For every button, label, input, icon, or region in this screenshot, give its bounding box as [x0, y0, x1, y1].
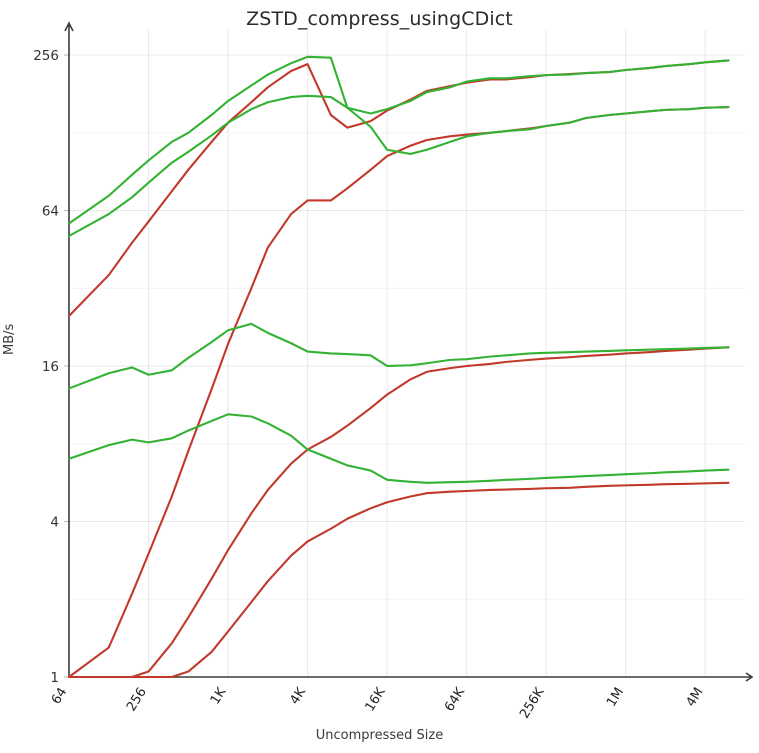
x-tick-label: 64: [49, 685, 70, 707]
series-line-green-level-4: [67, 413, 730, 484]
x-tick-label: 64K: [442, 685, 468, 715]
series-line-red-level-3: [67, 346, 730, 679]
axis-lines: [64, 21, 754, 682]
x-tick-label: 256K: [517, 685, 548, 722]
series-line-red-level-1: [67, 59, 730, 318]
x-tick-label: 16K: [362, 685, 388, 715]
x-tick-label: 4M: [684, 685, 707, 709]
y-tick-label: 4: [50, 515, 59, 531]
x-axis-ticks: 64 256 1K 4K 16K 64K 256K 1M 4M: [49, 685, 707, 722]
minor-gridlines: [69, 132, 745, 600]
y-axis-line: [64, 21, 74, 677]
y-axis-ticks: 1 4 16 64 256: [33, 48, 69, 686]
x-tick-label: 256: [124, 685, 150, 714]
y-tick-label: 64: [42, 204, 59, 220]
y-tick-label: 256: [33, 48, 59, 64]
series-line-green-level-2: [67, 94, 730, 238]
data-series: [67, 55, 730, 679]
x-tick-label: 4K: [287, 685, 309, 708]
series-line-green-level-1: [67, 55, 730, 225]
series-line-red-level-2: [67, 106, 730, 679]
y-tick-label: 1: [50, 670, 59, 686]
x-tick-label: 1M: [604, 685, 627, 709]
x-axis-line: [69, 672, 754, 682]
series-line-green-level-3: [67, 322, 730, 390]
chart-title: ZSTD_compress_usingCDict: [246, 8, 513, 30]
series-line-red-level-4: [67, 481, 730, 679]
x-axis-label: Uncompressed Size: [315, 728, 444, 743]
x-tick-label: 1K: [208, 685, 230, 708]
y-tick-label: 16: [42, 359, 59, 375]
vertical-gridlines: [148, 30, 706, 677]
